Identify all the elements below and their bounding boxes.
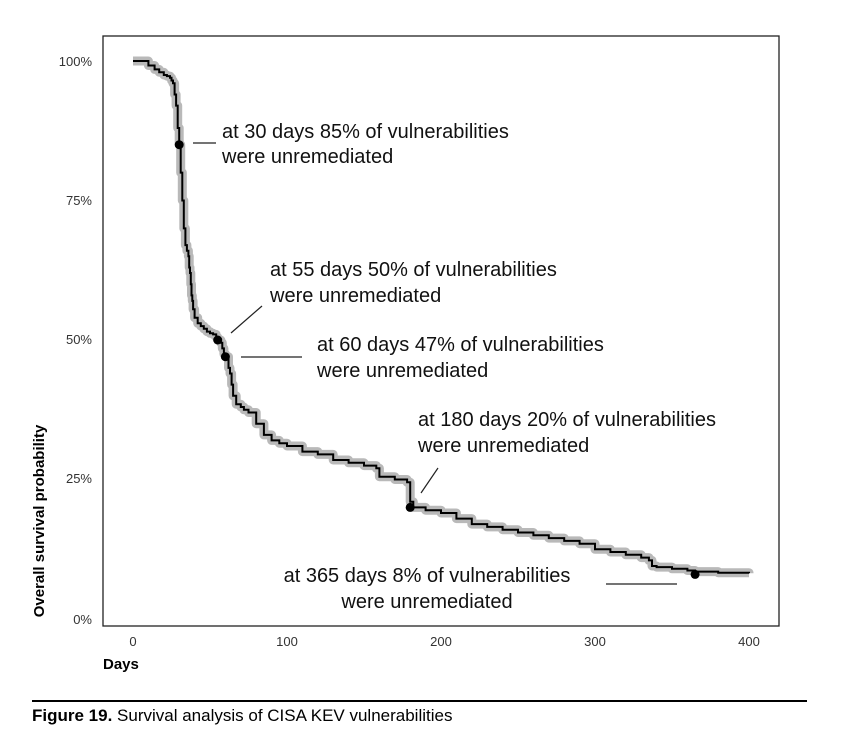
y-tick-label: 50% — [66, 332, 92, 347]
x-tick-label: 400 — [738, 634, 760, 649]
annotation-leader-layer — [193, 142, 677, 585]
x-tick-label: 200 — [430, 634, 452, 649]
marker-point — [174, 140, 184, 150]
annotation-leader-line — [420, 467, 439, 494]
marker-point — [213, 335, 223, 345]
annotation-55-days-line2: were unremediated — [269, 285, 441, 307]
annotation-leader-line — [230, 305, 263, 334]
figure-caption-text: Survival analysis of CISA KEV vulnerabil… — [112, 706, 453, 725]
y-tick-label: 0% — [73, 612, 92, 627]
x-tick-label: 100 — [276, 634, 298, 649]
annotation-60-days-line1: at 60 days 47% of vulnerabilities — [317, 334, 604, 356]
caption-rule — [32, 700, 807, 702]
annotation-180-days-line1: at 180 days 20% of vulnerabilities — [418, 409, 716, 431]
marker-point — [690, 569, 700, 579]
y-tick-label: 75% — [66, 193, 92, 208]
annotation-55-days-line1: at 55 days 50% of vulnerabilities — [270, 259, 557, 281]
y-tick-label: 25% — [66, 471, 92, 486]
x-tick-label: 0 — [129, 634, 136, 649]
y-tick-label: 100% — [59, 54, 93, 69]
marker-point — [405, 502, 415, 512]
x-axis-label: Days — [103, 656, 139, 673]
marker-point — [220, 352, 230, 362]
marker-layer — [174, 140, 700, 579]
annotation-30-days-line1: at 30 days 85% of vulnerabilities — [222, 121, 509, 143]
annotation-60-days-line2: were unremediated — [316, 360, 488, 382]
figure-caption: Figure 19. Survival analysis of CISA KEV… — [32, 706, 452, 726]
annotation-365-days-line2: were unremediated — [340, 591, 512, 613]
annotation-365-days-line1: at 365 days 8% of vulnerabilities — [284, 565, 571, 587]
x-tick-label: 300 — [584, 634, 606, 649]
annotation-30-days-line2: were unremediated — [221, 146, 393, 168]
plot-frame — [102, 35, 780, 627]
annotation-180-days-line2: were unremediated — [417, 435, 589, 457]
figure-caption-label: Figure 19. — [32, 706, 113, 725]
y-axis-label: Overall survival probability — [31, 424, 48, 617]
